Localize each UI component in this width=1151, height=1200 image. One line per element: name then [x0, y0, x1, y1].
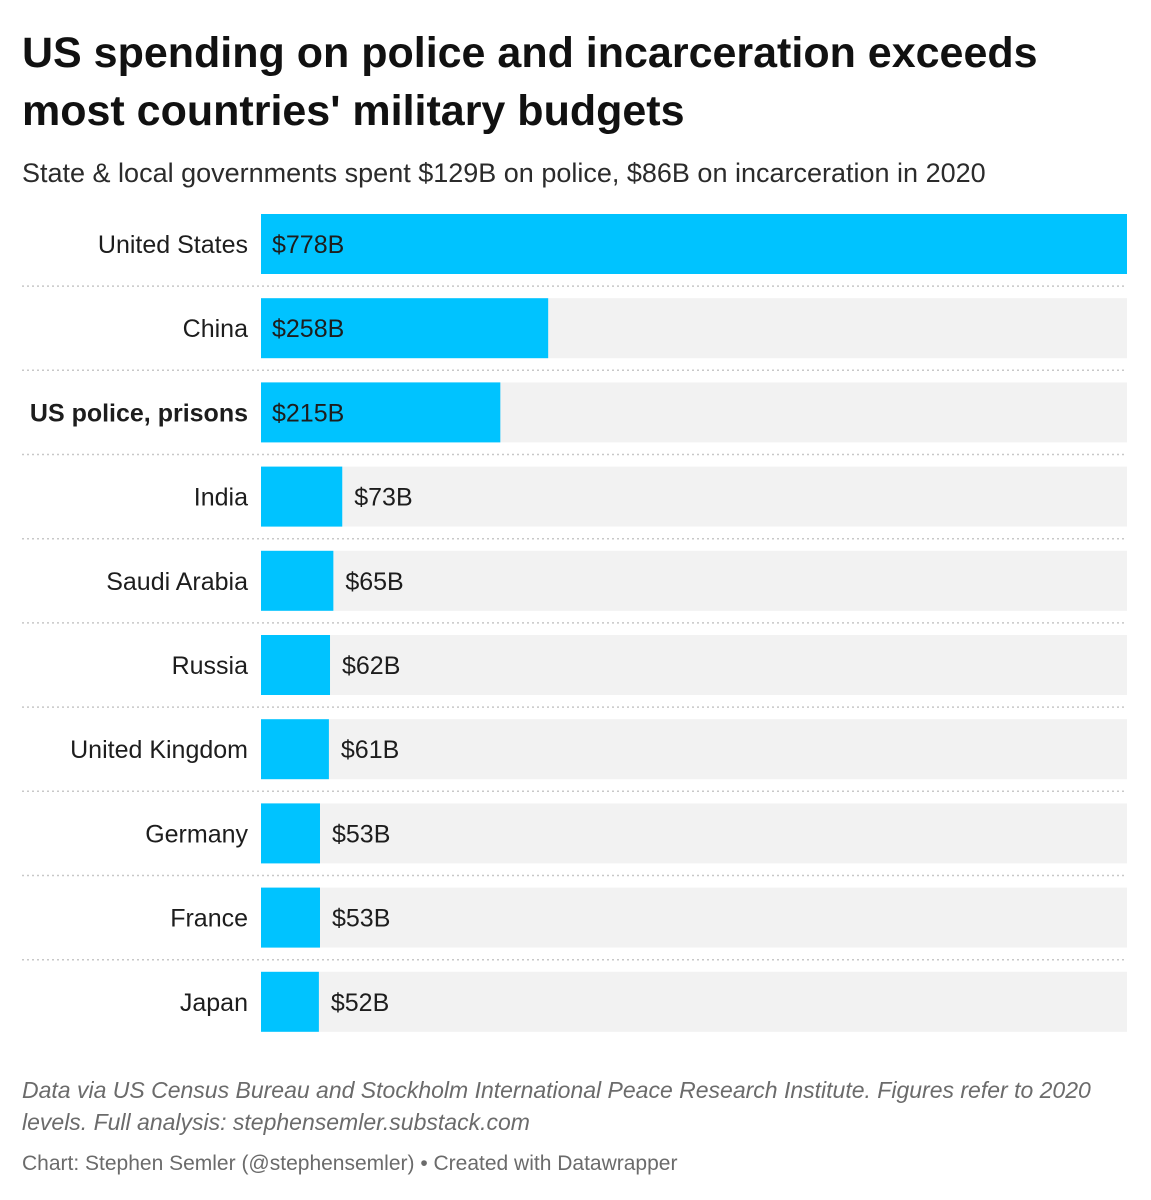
- bar-france[interactable]: [261, 887, 320, 948]
- chart-byline: Chart: Stephen Semler (@stephensemler) •…: [22, 1152, 678, 1175]
- bar-china[interactable]: [261, 298, 549, 359]
- category-label: United Kingdom: [70, 736, 248, 764]
- source-notes: Data via US Census Bureau and Stockholm …: [22, 1077, 1091, 1135]
- value-label: $73B: [354, 484, 412, 512]
- bar-united-states[interactable]: [261, 214, 1127, 274]
- value-label: $65B: [345, 568, 403, 596]
- bar-track-russia: [261, 635, 1127, 695]
- category-label: India: [194, 484, 248, 512]
- value-label: $53B: [332, 905, 390, 933]
- category-label: Japan: [180, 989, 248, 1017]
- category-label: France: [170, 905, 248, 933]
- bar-us-police-prisons[interactable]: [261, 382, 501, 443]
- category-label: Germany: [145, 820, 248, 848]
- bar-track-saudi-arabia: [261, 550, 1127, 611]
- bar-germany[interactable]: [261, 803, 320, 864]
- value-label: $52B: [331, 989, 389, 1017]
- bar-saudi-arabia[interactable]: [261, 550, 334, 611]
- bar-india[interactable]: [261, 466, 343, 527]
- bar-track-united-kingdom: [261, 719, 1127, 780]
- bar-japan[interactable]: [261, 971, 319, 1032]
- bar-track-france: [261, 887, 1127, 948]
- bar-russia[interactable]: [261, 635, 331, 695]
- category-label: US police, prisons: [30, 399, 248, 427]
- bar-track-japan: [261, 971, 1127, 1032]
- value-label: $62B: [342, 652, 400, 680]
- value-label: $61B: [341, 736, 399, 764]
- chart-title: US spending on police and incarceration …: [22, 29, 1038, 135]
- bar-track-germany: [261, 803, 1127, 864]
- chart-subtitle: State & local governments spent $129B on…: [22, 158, 986, 188]
- bar-track-india: [261, 466, 1127, 527]
- category-label: China: [183, 315, 248, 343]
- category-label: United States: [98, 231, 248, 259]
- category-label: Saudi Arabia: [106, 568, 248, 596]
- category-label: Russia: [172, 652, 249, 680]
- value-label: $53B: [332, 820, 390, 848]
- bar-united-kingdom[interactable]: [261, 719, 329, 780]
